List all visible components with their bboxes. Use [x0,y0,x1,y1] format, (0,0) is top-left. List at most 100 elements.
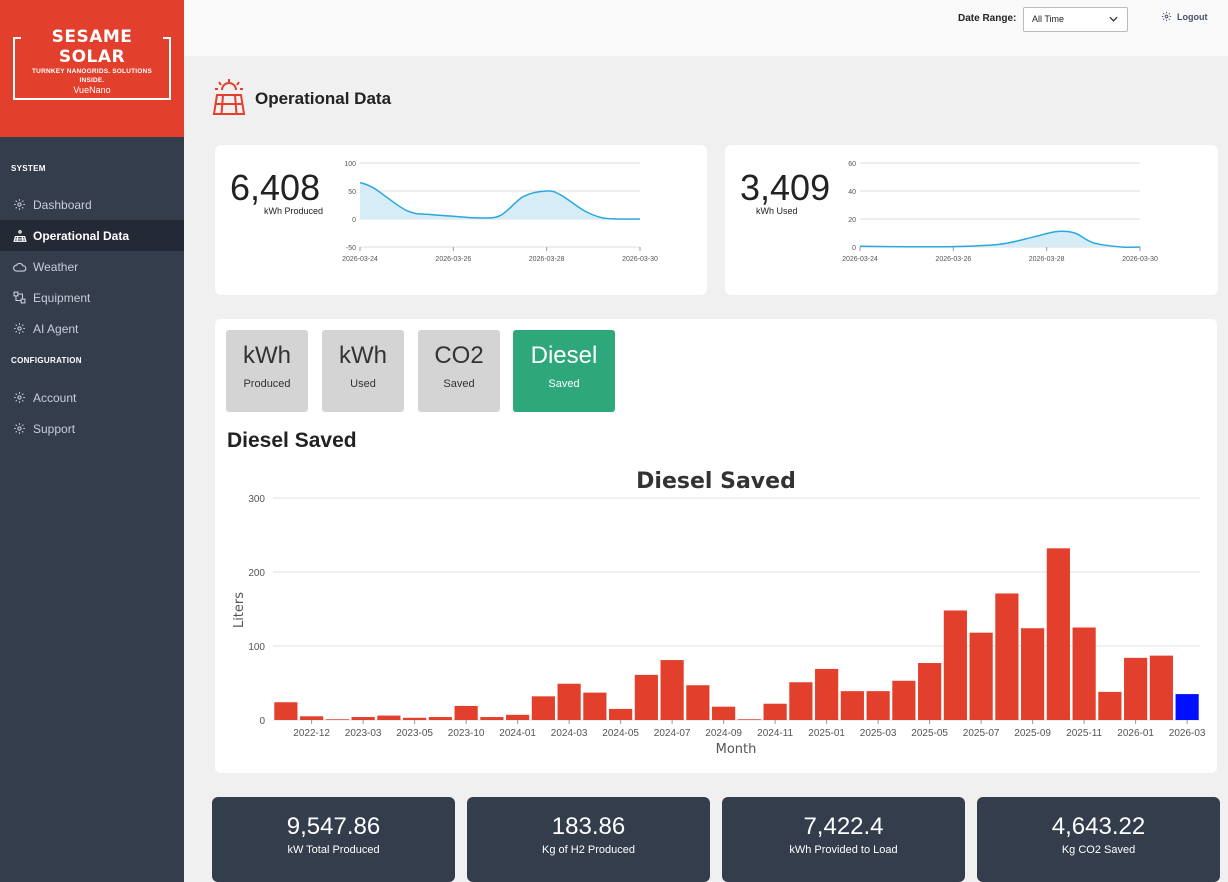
bar [325,719,349,720]
bar [274,702,298,720]
sidebar-item-label: Dashboard [33,197,92,212]
sidebar-item-operational-data[interactable]: Operational Data [0,220,184,251]
stat-label: kW Total Produced [287,844,380,856]
bar [531,696,555,720]
x-tick-label: 2025-07 [963,728,1000,739]
x-tick-label: 2026-03-24 [842,256,878,263]
bar [583,692,607,720]
logout-button[interactable]: Logout [1161,11,1208,22]
logout-label: Logout [1177,11,1208,22]
sidebar-item-label: Support [33,421,76,436]
used-sparkline: 60 40 20 0 2026-03-24 2026-03-26 2026-03-28 202… [842,161,1158,263]
brand-tagline: TURNKEY NANOGRIDS. SOLUTIONS INSIDE. [32,68,152,84]
x-tick-label: 2023-10 [448,728,485,739]
stat-value: 183.86 [551,813,626,840]
tab-top-label: CO2 [434,342,484,369]
tab-bottom-label: Used [350,378,376,390]
nav-section-configuration: CONFIGURATION [11,356,82,365]
chart-title: Diesel Saved [636,469,796,494]
x-tick-label: 2026-03-26 [935,256,971,263]
stat-label: kWh Provided to Load [789,844,898,856]
sidebar-item-dashboard[interactable]: Dashboard [0,189,184,220]
bar [480,717,504,720]
nav-section-system: SYSTEM [11,164,46,173]
chart-heading: Diesel Saved [227,429,357,452]
bar [1149,655,1173,720]
cloud-icon [12,259,27,274]
brand-logo[interactable]: SESAME SOLAR TURNKEY NANOGRIDS. SOLUTION… [13,27,171,100]
series-line [359,181,641,220]
sidebar-item-weather[interactable]: Weather [0,251,184,282]
y-tick-label: 0 [352,217,356,224]
area-fill [860,231,1140,248]
x-tick-label: 2026-03-24 [342,256,378,263]
kpi-produced-value: 6,408 [230,167,321,208]
bar [763,703,787,720]
sidebar-item-label: AI Agent [33,321,79,336]
x-tick-label: 2026-03-26 [435,256,471,263]
tab-bottom-label: Saved [443,378,475,390]
sidebar-item-ai-agent[interactable]: AI Agent [0,313,184,344]
x-tick-label: 2024-01 [499,728,536,739]
date-range-select[interactable]: All Time [1023,7,1128,32]
x-tick-label: 2023-03 [345,728,382,739]
y-tick-label: 60 [848,161,856,168]
bar [351,717,375,720]
y-tick-label: 100 [344,161,356,168]
y-tick-label: 20 [848,217,856,224]
stat-card-kwh-to-load: 7,422.4 kWh Provided to Load [722,797,965,882]
sidebar-item-support[interactable]: Support [0,413,184,444]
bar [840,691,864,720]
tab-kwh-used[interactable]: kWh Used [322,330,404,412]
tab-kwh-produced[interactable]: kWh Produced [226,330,308,412]
sidebar-item-label: Account [33,390,77,405]
stat-card-co2-saved: 4,643.22 Kg CO2 Saved [977,797,1220,882]
x-tick-label: 2026-03-30 [622,256,658,263]
solar-panel-icon [12,228,27,243]
tab-bottom-label: Saved [548,378,580,390]
stat-card-h2-produced: 183.86 Kg of H2 Produced [467,797,710,882]
date-range-value: All Time [1032,14,1065,24]
stat-value: 7,422.4 [803,813,884,840]
kpi-card-used: 3,409 kWh Used 60 40 20 0 2026-03-24 2026-03-… [725,145,1218,295]
bar [1175,694,1199,720]
x-tick-label: 2024-05 [602,728,639,739]
produced-sparkline: 100 50 0 -50 2026-03-24 2026-03-26 2026-03-28 2… [342,161,658,263]
bar [300,716,324,720]
sidebar: SESAME SOLAR TURNKEY NANOGRIDS. SOLUTION… [0,0,184,882]
tab-diesel-saved[interactable]: Diesel Saved [513,330,615,412]
x-tick-label: 2025-03 [860,728,897,739]
bar [866,691,890,720]
x-tick-label: 2024-03 [551,728,588,739]
gear-icon [12,197,27,212]
tab-bottom-label: Produced [243,378,291,390]
stat-label: Kg of H2 Produced [542,844,635,856]
sidebar-item-equipment[interactable]: Equipment [0,282,184,313]
x-tick-label: 2024-11 [757,728,793,739]
bar [403,717,427,720]
y-axis-label: Liters [232,592,247,628]
sidebar-item-label: Operational Data [33,228,130,243]
x-tick-label: 2026-01 [1117,728,1154,739]
y-tick-label: 200 [248,568,265,579]
sidebar-item-account[interactable]: Account [0,382,184,413]
stat-card-total-produced: 9,547.86 kW Total Produced [212,797,455,882]
chart-card: kWh Produced kWh Used CO2 Saved Diesel S… [215,319,1217,773]
x-tick-label: 2026-03-28 [529,256,565,263]
x-tick-label: 2023-05 [396,728,433,739]
bar [557,683,581,720]
gear-icon [12,390,27,405]
solar-panel-icon [212,79,246,115]
bar [892,680,916,720]
tab-top-label: kWh [339,342,387,369]
x-tick-label: 2025-01 [808,728,845,739]
bar [454,705,478,720]
bar [1098,691,1122,720]
bar [995,593,1019,720]
tab-co2-saved[interactable]: CO2 Saved [418,330,500,412]
brand-area: SESAME SOLAR TURNKEY NANOGRIDS. SOLUTION… [0,0,184,137]
x-axis-label: Month [716,742,757,757]
x-tick-label: 2022-12 [293,728,330,739]
kpi-used-value: 3,409 [740,167,831,208]
x-tick-label: 2026-03-28 [1029,256,1065,263]
